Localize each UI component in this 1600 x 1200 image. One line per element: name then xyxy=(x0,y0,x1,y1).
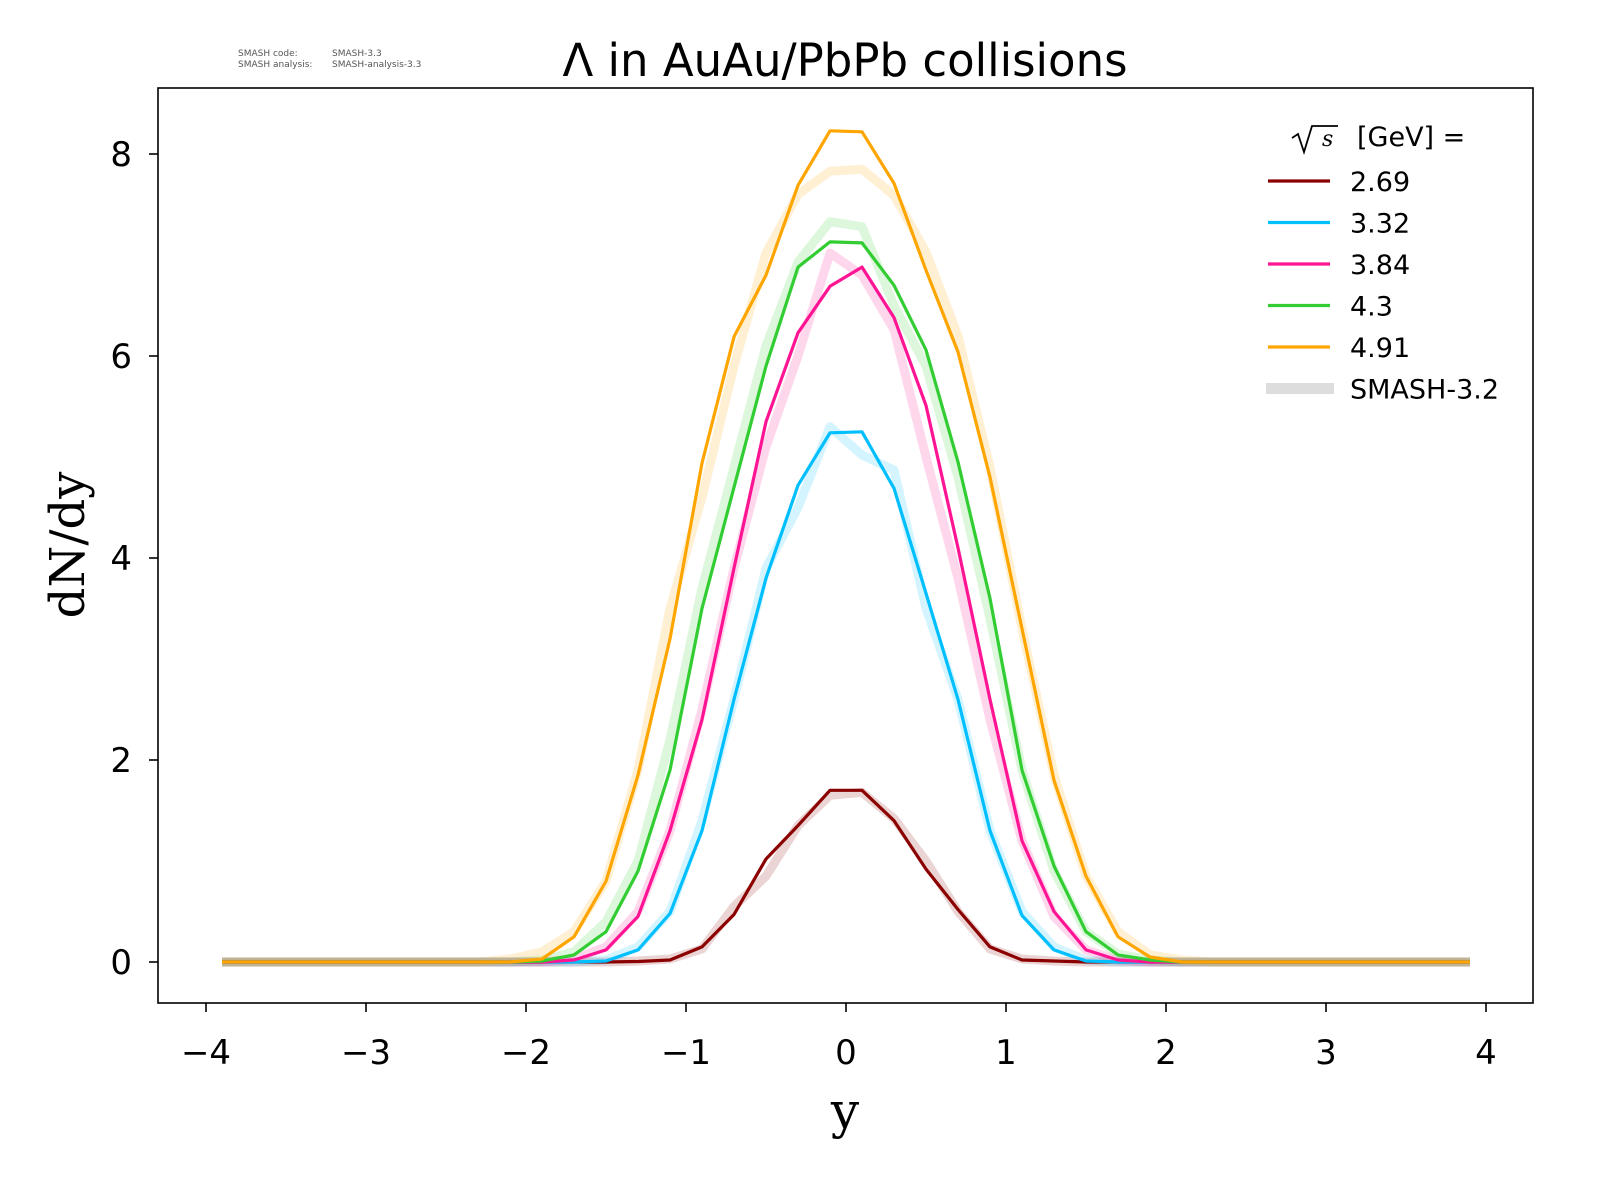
x-tick-label: −2 xyxy=(501,1033,551,1073)
x-tick-label: 2 xyxy=(1155,1033,1177,1073)
reference-line-4.3 xyxy=(222,217,1470,967)
x-tick-label: −4 xyxy=(181,1033,231,1073)
y-tick-label: 4 xyxy=(110,539,132,579)
series-line-3.84 xyxy=(222,265,1470,964)
x-tick-label: 3 xyxy=(1315,1033,1337,1073)
legend-label-3.84: 3.84 xyxy=(1350,250,1410,281)
legend-title-text: [GeV] = xyxy=(1357,122,1465,153)
reference-line-3.84 xyxy=(222,248,1470,967)
x-axis: −4 −3 −2 −1 0 1 2 3 4 xyxy=(181,1003,1497,1073)
x-tick-label: 0 xyxy=(835,1033,857,1073)
legend: s [GeV] = 2.69 3.32 3.84 4.3 4.91 SMASH-3.2 xyxy=(1266,122,1499,406)
analysis-label: SMASH analysis: xyxy=(238,60,313,70)
chart-title: Λ in AuAu/PbPb collisions xyxy=(562,34,1127,87)
x-tick-label: −3 xyxy=(341,1033,391,1073)
legend-title: s [GeV] = xyxy=(1291,122,1465,155)
x-tick-label: 4 xyxy=(1475,1033,1497,1073)
y-tick-label: 6 xyxy=(110,337,132,377)
reference-line-3.32 xyxy=(222,422,1470,967)
x-axis-label: y xyxy=(830,1082,860,1140)
legend-title-root: s xyxy=(1322,127,1333,152)
smash-version-info: SMASH code: SMASH-3.3 SMASH analysis: SMAS… xyxy=(238,49,421,71)
reference-line-4.91 xyxy=(222,164,1470,967)
legend-label-reference: SMASH-3.2 xyxy=(1350,375,1499,406)
x-tick-label: 1 xyxy=(995,1033,1017,1073)
reference-line-2.69 xyxy=(222,787,1470,967)
sqrt-icon xyxy=(1291,125,1338,155)
x-tick-label: −1 xyxy=(661,1033,711,1073)
y-axis-label: dN/dy xyxy=(40,472,96,619)
code-label: SMASH code: xyxy=(238,49,298,59)
legend-label-4.3: 4.3 xyxy=(1350,292,1393,323)
y-axis: 0 2 4 6 8 xyxy=(110,135,158,983)
legend-label-2.69: 2.69 xyxy=(1350,167,1410,198)
y-tick-label: 8 xyxy=(110,135,132,175)
series-line-3.32 xyxy=(222,430,1470,964)
series-line-4.91 xyxy=(222,129,1470,964)
code-value: SMASH-3.3 xyxy=(332,49,382,59)
y-tick-label: 2 xyxy=(110,741,132,781)
series-line-4.3 xyxy=(222,240,1470,964)
legend-label-3.32: 3.32 xyxy=(1350,209,1410,240)
legend-label-4.91: 4.91 xyxy=(1350,333,1410,364)
series-lines xyxy=(222,129,1470,964)
y-tick-label: 0 xyxy=(110,943,132,983)
analysis-value: SMASH-analysis-3.3 xyxy=(332,60,422,70)
reference-lines xyxy=(222,164,1470,967)
series-line-2.69 xyxy=(222,788,1470,964)
